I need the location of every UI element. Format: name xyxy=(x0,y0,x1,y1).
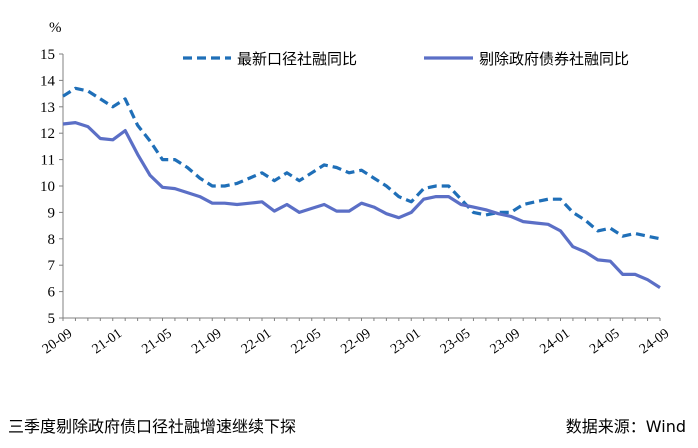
x-tick-label: 21-01 xyxy=(90,326,125,357)
x-tick-label: 22-05 xyxy=(289,326,324,357)
y-tick-label: 10 xyxy=(40,179,55,195)
legend: 最新口径社融同比 剔除政府债券社融同比 xyxy=(183,50,629,68)
x-tick-label: 23-05 xyxy=(438,326,473,357)
y-tick-label: 11 xyxy=(41,153,55,169)
x-tick-label: 21-09 xyxy=(189,326,224,357)
x-tick-label: 24-09 xyxy=(637,326,672,357)
y-tick-label: 15 xyxy=(40,47,55,63)
y-tick-label: 13 xyxy=(40,100,55,116)
series-lines xyxy=(62,86,661,289)
y-tick-label: 14 xyxy=(40,73,56,89)
y-tick-label: 7 xyxy=(48,258,56,274)
y-tick-label: 5 xyxy=(48,311,56,327)
x-tick-label: 22-09 xyxy=(338,326,373,357)
chart-caption: 三季度剔除政府债口径社融增速继续下探 xyxy=(8,417,297,436)
series-line-2 xyxy=(62,121,661,289)
x-tick-label: 23-09 xyxy=(488,326,523,357)
x-tick-label: 24-05 xyxy=(587,326,622,357)
series-line-1 xyxy=(62,86,661,241)
y-tick-label: 8 xyxy=(48,232,56,248)
data-source: 数据来源：Wind xyxy=(565,417,686,436)
legend-label-2: 剔除政府债券社融同比 xyxy=(479,50,629,68)
x-tick-label: 20-09 xyxy=(40,326,75,357)
y-tick-label: 6 xyxy=(48,285,56,301)
x-axis: 20-09 21-01 21-05 21-09 22-01 22-05 22-09 23-01… xyxy=(40,317,672,357)
x-tick-label: 22-01 xyxy=(239,326,274,357)
x-tick-label: 21-05 xyxy=(139,326,174,357)
y-tick-label: 9 xyxy=(48,205,56,221)
y-unit-label: % xyxy=(49,20,62,36)
x-tick-label: 24-01 xyxy=(537,326,572,357)
y-axis: 5 6 7 8 9 10 11 12 13 14 15 xyxy=(40,47,64,327)
y-tick-label: 12 xyxy=(40,126,55,142)
legend-label-1: 最新口径社融同比 xyxy=(237,50,357,68)
x-tick-label: 23-01 xyxy=(388,326,423,357)
